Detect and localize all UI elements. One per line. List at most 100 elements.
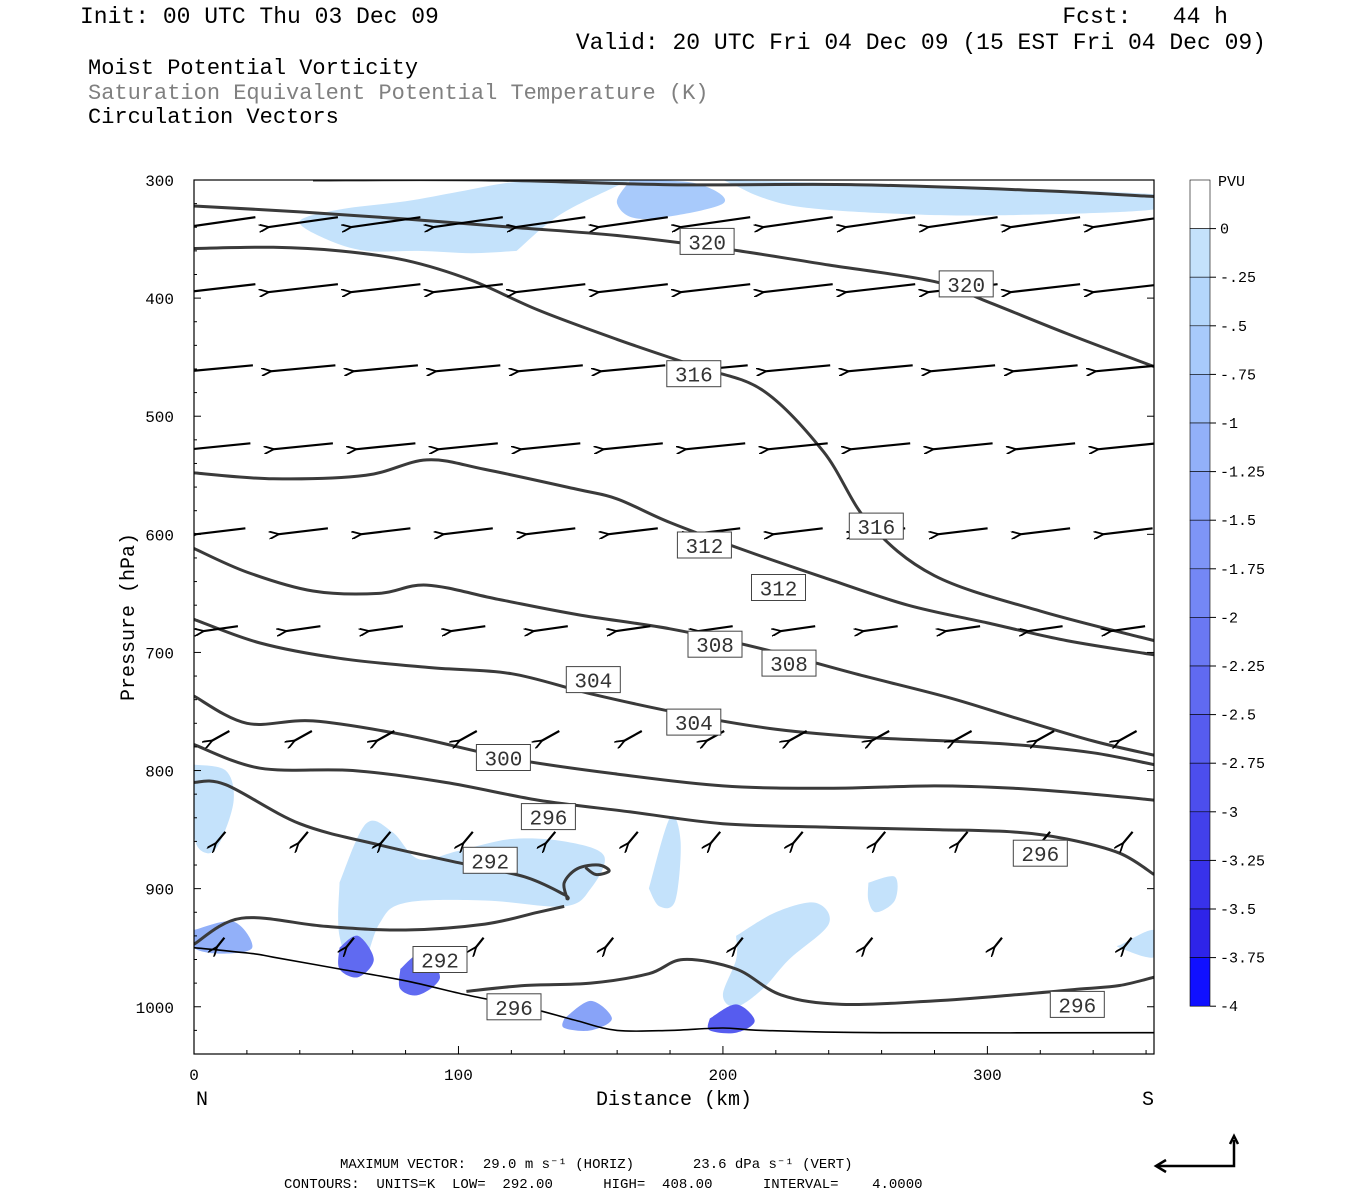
reference-vector-icon — [1153, 1133, 1240, 1174]
vector-arrow-6 — [680, 216, 751, 227]
colorbar-label-0: 0 — [1220, 222, 1229, 239]
x-left-end-label: N — [196, 1089, 208, 1112]
vector-arrow-2 — [350, 216, 421, 227]
vector-arrow-73 — [294, 730, 313, 741]
colorbar: 0 -.25 -.5 -.75 -1 -1.25 -1.5 -1.75 -2 -2.25 -2.5 -… — [1189, 179, 1265, 1016]
colorbar-label-16: -4 — [1220, 999, 1238, 1016]
vector-arrow-89 — [628, 831, 639, 844]
colorbar-label-6: -1.5 — [1220, 513, 1256, 530]
colorbar-swatch-12 — [1189, 762, 1211, 813]
contour-label-box-5 — [751, 574, 806, 601]
colorbar-label-10: -2.5 — [1220, 708, 1256, 725]
cross-section-chart: 320 320 316 316 312 312 308 308 304 304 300 296 296 2… — [118, 173, 1265, 1112]
y-tick-label-1: 400 — [145, 291, 174, 309]
vector-arrow-31 — [765, 364, 831, 371]
colorbar-label-2: -.5 — [1220, 319, 1247, 336]
vector-arrow-16 — [515, 283, 586, 292]
contour-label-0: 320 — [688, 233, 726, 256]
vector-arrow-100 — [735, 937, 744, 948]
colorbar-swatch-0 — [1189, 179, 1211, 229]
colorbar-swatch-7 — [1189, 519, 1211, 570]
vector-arrow-48 — [195, 527, 246, 534]
vector-arrow-71 — [1110, 625, 1146, 631]
vector-arrow-55 — [773, 527, 823, 534]
vector-arrow-98 — [476, 937, 485, 948]
contour-label-box-10 — [475, 744, 531, 771]
colorbar-swatch-6 — [1189, 471, 1211, 521]
vector-arrow-28 — [518, 364, 583, 371]
vector-arrow-92 — [875, 831, 887, 844]
vector-arrow-9 — [928, 216, 998, 227]
contour-label-box-15 — [486, 993, 542, 1021]
title-vectors: Circulation Vectors — [88, 105, 339, 130]
contour-label-box-6 — [687, 630, 743, 658]
vector-arrow-102 — [994, 937, 1003, 948]
contour-label-14: 292 — [421, 952, 459, 975]
init-time-label: Init: 00 UTC Thu 03 Dec 09 — [80, 4, 439, 30]
vector-arrow-59 — [1103, 527, 1153, 534]
contour-label-12: 296 — [1021, 845, 1059, 868]
contour-label-box-3 — [848, 512, 904, 540]
vector-arrow-81 — [954, 730, 973, 741]
contour-label-8: 304 — [574, 672, 612, 695]
mpv-region-3 — [194, 764, 234, 854]
vector-arrow-19 — [763, 283, 833, 292]
mpv-region-8 — [1117, 929, 1154, 958]
theta-es-contour-8 — [194, 779, 611, 901]
vector-arrow-103 — [1124, 937, 1133, 948]
colorbar-label-8: -2 — [1220, 610, 1238, 627]
vector-arrow-65 — [615, 625, 651, 631]
y-axis-title: Pressure (hPa) — [118, 533, 141, 701]
contour-label-box-16 — [1049, 990, 1105, 1018]
footer-contours: CONTOURS: UNITS=K LOW= 292.00 HIGH= 408.… — [284, 1177, 923, 1193]
title-theta-es: Saturation Equivalent Potential Temperat… — [88, 81, 709, 106]
colorbar-swatch-13 — [1189, 811, 1211, 861]
vector-arrow-8 — [845, 216, 916, 227]
mpv-region-2 — [722, 180, 1154, 216]
vector-arrow-66 — [698, 625, 733, 631]
colorbar-label-4: -1 — [1220, 416, 1238, 433]
vector-arrow-86 — [380, 831, 392, 844]
colorbar-swatch-10 — [1189, 665, 1211, 715]
vector-arrow-25 — [270, 364, 336, 371]
vector-arrow-47 — [1098, 442, 1154, 449]
vector-arrow-35 — [1095, 364, 1154, 371]
vector-arrow-46 — [1015, 442, 1076, 449]
vector-arrow-51 — [443, 527, 493, 534]
vector-arrow-34 — [1013, 364, 1078, 371]
contour-label-15: 296 — [495, 999, 533, 1022]
vector-arrow-58 — [1020, 527, 1071, 534]
x-right-end-label: S — [1142, 1089, 1154, 1112]
colorbar-swatch-4 — [1189, 374, 1211, 424]
colorbar-swatch-3 — [1189, 325, 1211, 375]
vector-arrow-75 — [459, 730, 478, 741]
vector-arrow-0 — [194, 216, 256, 228]
vector-arrow-7 — [763, 216, 833, 227]
contour-label-2: 316 — [675, 366, 713, 389]
vector-arrow-5 — [598, 216, 668, 227]
x-tick-label-1: 100 — [444, 1067, 473, 1085]
colorbar-label-11: -2.75 — [1220, 756, 1265, 773]
vector-arrow-43 — [768, 442, 828, 449]
colorbar-label-5: -1.25 — [1220, 465, 1265, 482]
vector-arrow-90 — [710, 831, 722, 844]
contour-label-16: 296 — [1058, 996, 1096, 1019]
theta-es-contour-10 — [466, 957, 1154, 1007]
vector-arrow-26 — [353, 364, 419, 371]
vector-arrow-38 — [355, 442, 416, 449]
colorbar-label-7: -1.75 — [1220, 562, 1265, 579]
colorbar-swatch-16 — [1189, 957, 1211, 1007]
vector-arrow-10 — [1010, 216, 1081, 227]
colorbar-swatch-5 — [1189, 422, 1211, 472]
colorbar-swatch-15 — [1189, 908, 1211, 958]
x-axis-title: Distance (km) — [596, 1089, 752, 1112]
mpv-region-5 — [648, 815, 681, 909]
vector-arrow-18 — [680, 283, 751, 292]
vector-arrow-20 — [845, 283, 916, 292]
contour-label-13: 292 — [471, 852, 509, 875]
theta-es-contour-4 — [194, 547, 1154, 757]
vector-arrow-76 — [541, 730, 560, 741]
mpv-region-7 — [867, 876, 898, 913]
vector-arrow-27 — [435, 364, 501, 371]
vector-arrow-67 — [780, 625, 816, 631]
